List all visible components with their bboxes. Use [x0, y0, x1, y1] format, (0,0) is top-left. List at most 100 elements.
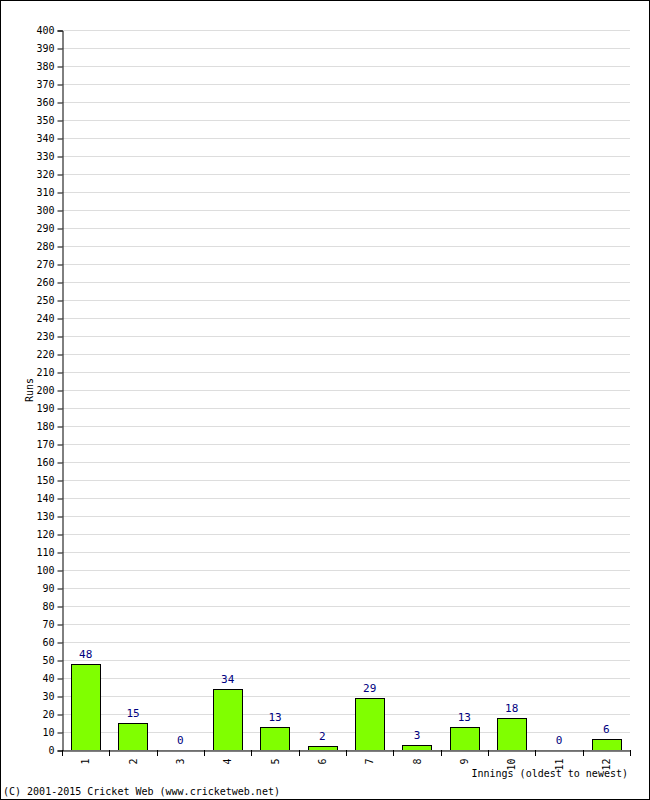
y-tick-mark	[58, 409, 63, 410]
category-separator	[630, 750, 631, 756]
grid-line	[62, 174, 630, 175]
y-tick: 210	[36, 367, 62, 378]
y-tick-label: 360	[36, 97, 54, 108]
y-tick: 220	[36, 349, 62, 360]
grid-line	[62, 264, 630, 265]
y-tick-mark	[58, 31, 63, 32]
y-tick-label: 340	[36, 133, 54, 144]
bar	[451, 728, 480, 751]
y-tick-mark	[58, 463, 63, 464]
data-labels: 4815034132293131806	[79, 648, 610, 747]
grid-line	[62, 498, 630, 499]
y-tick-mark	[58, 355, 63, 356]
grid-line	[62, 192, 630, 193]
grid-line	[62, 624, 630, 625]
x-tick-label: 4	[222, 759, 233, 765]
y-tick-label: 150	[36, 475, 54, 486]
y-tick-mark	[58, 49, 63, 50]
y-tick-label: 200	[36, 385, 54, 396]
grid-line	[62, 66, 630, 67]
x-tick-label: 3	[175, 759, 186, 765]
bar	[119, 724, 148, 751]
x-tick-label: 5	[270, 759, 281, 765]
y-tick: 310	[36, 187, 62, 198]
y-tick: 280	[36, 241, 62, 252]
grid-line	[62, 480, 630, 481]
y-tick-label: 180	[36, 421, 54, 432]
data-label: 3	[414, 729, 421, 742]
data-label: 13	[268, 711, 281, 724]
y-tick-mark	[58, 373, 63, 374]
category-separator	[204, 750, 205, 756]
grid-line	[62, 354, 630, 355]
grid-line	[62, 120, 630, 121]
y-tick-label: 280	[36, 241, 54, 252]
y-tick-label: 290	[36, 223, 54, 234]
grid-line	[62, 300, 630, 301]
category-separator	[535, 750, 536, 756]
y-tick-mark	[58, 643, 63, 644]
y-tick-label: 270	[36, 259, 54, 270]
y-tick-mark	[58, 139, 63, 140]
x-tick: 3	[175, 751, 186, 765]
category-separator	[488, 750, 489, 756]
y-tick: 170	[36, 439, 62, 450]
y-tick-mark	[58, 319, 63, 320]
y-tick-label: 300	[36, 205, 54, 216]
y-tick-mark	[58, 679, 63, 680]
x-tick: 8	[412, 751, 423, 765]
grid-line	[62, 444, 630, 445]
grid-line	[62, 426, 630, 427]
y-tick-mark	[58, 175, 63, 176]
frame	[1, 1, 650, 800]
y-tick-label: 210	[36, 367, 54, 378]
y-tick: 250	[36, 295, 62, 306]
y-tick: 340	[36, 133, 62, 144]
y-tick-mark	[58, 427, 63, 428]
y-tick: 390	[36, 43, 62, 54]
grid-line	[62, 588, 630, 589]
x-tick: 1	[80, 751, 91, 765]
data-label: 2	[319, 730, 326, 743]
y-tick-mark	[58, 571, 63, 572]
y-tick-label: 370	[36, 79, 54, 90]
y-tick-mark	[58, 157, 63, 158]
y-tick-mark	[58, 445, 63, 446]
y-tick-label: 60	[42, 637, 54, 648]
category-separator	[346, 750, 347, 756]
x-tick-label: 7	[364, 759, 375, 765]
y-tick: 50	[42, 655, 62, 666]
data-label: 0	[177, 734, 184, 747]
y-tick-mark	[58, 589, 63, 590]
y-tick-label: 400	[36, 25, 54, 36]
category-separator	[251, 750, 252, 756]
grid-line	[62, 462, 630, 463]
y-tick: 100	[36, 565, 62, 576]
y-tick: 60	[42, 637, 62, 648]
grid-line	[62, 696, 630, 697]
y-tick: 370	[36, 79, 62, 90]
x-tick: 7	[364, 751, 375, 765]
x-tick: 2	[128, 751, 139, 765]
data-label: 48	[79, 648, 92, 661]
x-axis-title: Innings (oldest to newest)	[471, 768, 628, 779]
bar	[261, 728, 290, 751]
grid-line	[62, 48, 630, 49]
y-tick: 40	[42, 673, 62, 684]
y-tick: 260	[36, 277, 62, 288]
data-label: 13	[458, 711, 471, 724]
y-tick: 20	[42, 709, 62, 720]
bar	[72, 665, 101, 751]
bar	[403, 746, 432, 751]
y-tick-mark	[58, 391, 63, 392]
y-tick: 90	[42, 583, 62, 594]
y-tick-label: 390	[36, 43, 54, 54]
y-tick-label: 30	[42, 691, 54, 702]
bar	[356, 699, 385, 751]
y-tick-label: 20	[42, 709, 54, 720]
y-tick-mark	[58, 85, 63, 86]
y-tick-label: 10	[42, 727, 54, 738]
category-separator	[393, 750, 394, 756]
y-tick-mark	[58, 499, 63, 500]
y-tick: 320	[36, 169, 62, 180]
